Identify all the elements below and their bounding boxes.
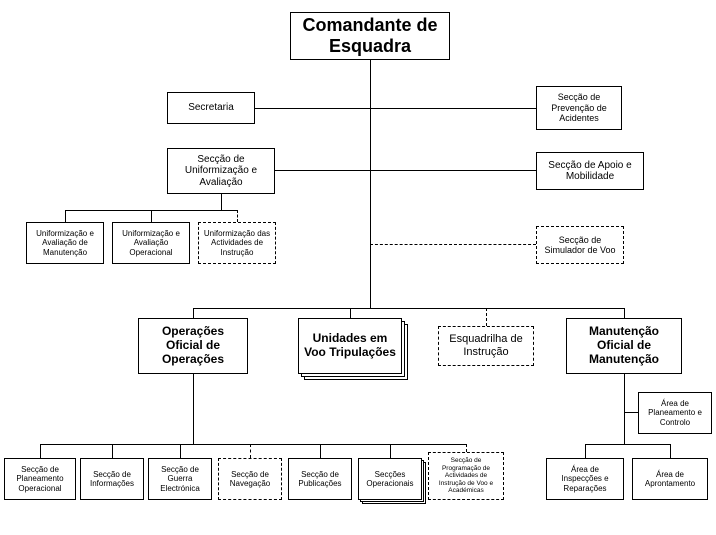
line-uni-c3 [237,210,238,222]
label-op6: Secções Operacionais [363,470,417,488]
node-m2: Área de Aprontamento [632,458,708,500]
label-operacoes: Operações Oficial de Operações [143,325,243,366]
node-apoio: Secção de Apoio e Mobilidade [536,152,644,190]
line-ops-drop [193,374,194,444]
line-man-side [624,412,638,413]
label-root: Comandante de Esquadra [295,15,445,56]
label-u2: Uniformização e Avaliação Operacional [117,229,185,257]
node-simulador: Secção de Simulador de Voo [536,226,624,264]
label-op4: Secção de Navegação [223,470,277,488]
label-op7: Secção de Programação de Actividades de … [433,457,499,494]
node-manutencao: Manutenção Oficial de Manutenção [566,318,682,374]
label-secretaria: Secretaria [188,102,234,114]
line-ops-c2 [112,444,113,458]
line-man-c2 [670,444,671,458]
label-op3: Secção de Guerra Electrónica [153,465,207,493]
line-ops-c5 [320,444,321,458]
line-l1-h [255,108,536,109]
node-secretaria: Secretaria [167,92,255,124]
label-simulador: Secção de Simulador de Voo [541,235,619,256]
node-unidades: Unidades em Voo Tripulações [298,318,402,374]
line-ops-h-dash [390,444,466,445]
node-op5: Secção de Publicações [288,458,352,500]
node-u3: Uniformização das Actividades de Instruç… [198,222,276,264]
label-m1: Área de Inspecções e Reparações [551,465,619,493]
node-operacoes: Operações Oficial de Operações [138,318,248,374]
label-planeamento-controlo: Área de Planeamento e Controlo [643,399,707,427]
node-op6: Secções Operacionais [358,458,422,500]
line-uni-drop [221,194,222,210]
line-man-c1 [585,444,586,458]
line-l3-esq [486,308,487,326]
label-apoio: Secção de Apoio e Mobilidade [541,160,639,183]
label-op5: Secção de Publicações [293,470,347,488]
node-op1: Secção de Planeamento Operacional [4,458,76,500]
line-ops-c4 [250,444,251,458]
node-op7: Secção de Programação de Actividades de … [428,452,504,500]
line-l3-h [193,308,624,309]
line-man-h [585,444,670,445]
label-op1: Secção de Planeamento Operacional [9,465,71,493]
label-esquadrilha: Esquadrilha de Instrução [443,333,529,358]
label-u3: Uniformização das Actividades de Instruç… [203,229,271,257]
line-l3-uni [350,308,351,318]
node-op2: Secção de Informações [80,458,144,500]
node-op4: Secção de Navegação [218,458,282,500]
node-uniformizacao: Secção de Uniformização e Avaliação [167,148,275,194]
line-l3-man [624,308,625,318]
line-uni-c2 [151,210,152,222]
line-trunk [370,60,371,308]
node-u1: Uniformização e Avaliação de Manutenção [26,222,104,264]
line-ops-c3 [180,444,181,458]
line-man-drop [624,374,625,444]
label-uniformizacao: Secção de Uniformização e Avaliação [172,154,270,189]
node-prevencao: Secção de Prevenção de Acidentes [536,86,622,130]
node-root: Comandante de Esquadra [290,12,450,60]
node-m1: Área de Inspecções e Reparações [546,458,624,500]
label-unidades: Unidades em Voo Tripulações [303,332,397,360]
node-u2: Uniformização e Avaliação Operacional [112,222,190,264]
node-op3: Secção de Guerra Electrónica [148,458,212,500]
label-u1: Uniformização e Avaliação de Manutenção [31,229,99,257]
label-m2: Área de Aprontamento [637,470,703,488]
node-planeamento-controlo: Área de Planeamento e Controlo [638,392,712,434]
node-esquadrilha: Esquadrilha de Instrução [438,326,534,366]
line-l3-ops [193,308,194,318]
line-ops-c1 [40,444,41,458]
line-ops-c7 [466,444,467,452]
line-l2-h [275,170,536,171]
line-uni-c1 [65,210,66,222]
label-op2: Secção de Informações [85,470,139,488]
label-prevencao: Secção de Prevenção de Acidentes [541,92,617,123]
line-ops-c6 [390,444,391,458]
label-manutencao: Manutenção Oficial de Manutenção [571,325,677,366]
line-simulador [370,244,536,245]
